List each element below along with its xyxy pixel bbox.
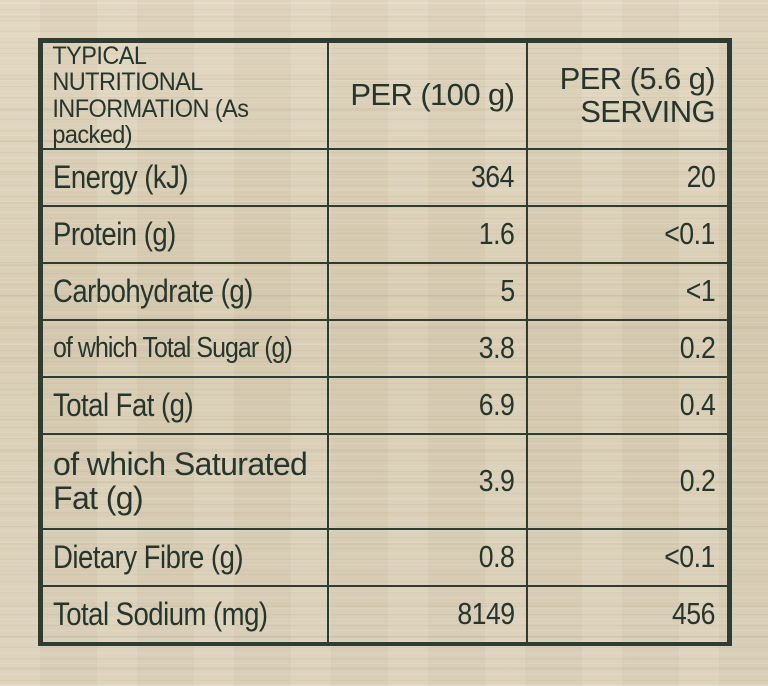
value-per-100g-text: 364 bbox=[471, 159, 515, 195]
nutrient-label: Carbohydrate (g) bbox=[41, 262, 329, 321]
value-per-serving-text: <0.1 bbox=[664, 216, 715, 252]
value-per-serving: <1 bbox=[526, 262, 729, 321]
nutrition-table: TYPICAL NUTRITIONAL INFORMATION (As pack… bbox=[41, 41, 729, 644]
nutrient-label-text: of which Saturated Fat (g) bbox=[53, 445, 308, 516]
value-per-100g-text: 5 bbox=[500, 273, 515, 309]
nutrient-label: Protein (g) bbox=[41, 205, 329, 264]
value-per-serving: 0.2 bbox=[526, 433, 729, 530]
table-row-dietary-fibre: Dietary Fibre (g) 0.8 <0.1 bbox=[41, 528, 729, 587]
value-per-100g: 0.8 bbox=[326, 528, 529, 587]
value-per-serving: 0.4 bbox=[526, 376, 729, 435]
nutrient-label-text: Protein (g) bbox=[53, 215, 176, 252]
value-per-100g-text: 3.8 bbox=[478, 330, 515, 366]
value-per-100g-text: 0.8 bbox=[478, 539, 515, 575]
nutrient-label: of which Total Sugar (g) bbox=[41, 319, 329, 378]
value-per-100g: 364 bbox=[326, 148, 529, 207]
value-per-100g: 3.9 bbox=[326, 433, 529, 530]
nutrient-label-text: Energy (kJ) bbox=[53, 158, 189, 195]
value-per-100g: 8149 bbox=[326, 585, 529, 644]
table-row-energy: Energy (kJ) 364 20 bbox=[41, 148, 729, 207]
nutrient-label: Total Fat (g) bbox=[41, 376, 329, 435]
table-row-saturated-fat: of which Saturated Fat (g) 3.9 0.2 bbox=[41, 433, 729, 530]
value-per-serving: 20 bbox=[526, 148, 729, 207]
value-per-serving-text: 0.2 bbox=[679, 463, 715, 499]
value-per-serving-text: 456 bbox=[672, 596, 715, 632]
value-per-serving-text: 0.4 bbox=[679, 387, 715, 423]
nutrient-label: Energy (kJ) bbox=[41, 148, 329, 207]
table-row-protein: Protein (g) 1.6 <0.1 bbox=[41, 205, 729, 264]
value-per-serving-text: 20 bbox=[686, 159, 715, 195]
table-row-total-fat: Total Fat (g) 6.9 0.4 bbox=[41, 376, 729, 435]
header-per-100g: PER (100 g) bbox=[326, 41, 529, 150]
value-per-100g-text: 6.9 bbox=[478, 387, 515, 423]
value-per-100g-text: 8149 bbox=[457, 596, 515, 632]
nutrient-label: of which Saturated Fat (g) bbox=[41, 433, 329, 530]
table-row-total-sugar: of which Total Sugar (g) 3.8 0.2 bbox=[41, 319, 729, 378]
value-per-100g: 1.6 bbox=[326, 205, 529, 264]
nutrient-label-text: Total Sodium (mg) bbox=[53, 595, 268, 632]
nutrient-label-text: Dietary Fibre (g) bbox=[53, 538, 244, 575]
table-row-carbohydrate: Carbohydrate (g) 5 <1 bbox=[41, 262, 729, 321]
header-per-serving: PER (5.6 g) SERVING bbox=[526, 41, 729, 150]
nutrient-label-text: of which Total Sugar (g) bbox=[53, 332, 293, 365]
value-per-serving-text: <1 bbox=[685, 273, 716, 309]
value-per-100g: 6.9 bbox=[326, 376, 529, 435]
value-per-100g-text: 3.9 bbox=[478, 463, 515, 499]
value-per-serving-text: 0.2 bbox=[679, 330, 715, 366]
nutrient-label-text: Total Fat (g) bbox=[53, 386, 194, 423]
nutrient-label: Total Sodium (mg) bbox=[41, 585, 329, 644]
table-header-row: TYPICAL NUTRITIONAL INFORMATION (As pack… bbox=[41, 41, 729, 150]
value-per-serving: 456 bbox=[526, 585, 729, 644]
value-per-100g-text: 1.6 bbox=[478, 216, 515, 252]
value-per-serving: <0.1 bbox=[526, 528, 729, 587]
nutrition-information-panel: TYPICAL NUTRITIONAL INFORMATION (As pack… bbox=[38, 38, 732, 646]
value-per-serving: <0.1 bbox=[526, 205, 729, 264]
value-per-serving: 0.2 bbox=[526, 319, 729, 378]
value-per-100g: 5 bbox=[326, 262, 529, 321]
table-row-total-sodium: Total Sodium (mg) 8149 456 bbox=[41, 585, 729, 644]
nutrient-label-text: Carbohydrate (g) bbox=[53, 272, 253, 309]
nutrient-label: Dietary Fibre (g) bbox=[41, 528, 329, 587]
value-per-100g: 3.8 bbox=[326, 319, 529, 378]
value-per-serving-text: <0.1 bbox=[664, 539, 715, 575]
header-nutrient-label: TYPICAL NUTRITIONAL INFORMATION (As pack… bbox=[41, 41, 312, 150]
